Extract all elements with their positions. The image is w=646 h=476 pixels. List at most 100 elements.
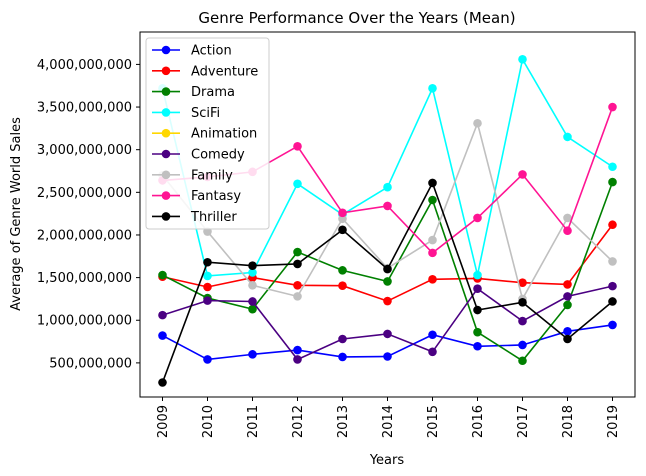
legend-item: Animation <box>152 127 257 142</box>
data-point <box>428 347 437 357</box>
y-tick-label: 4,000,000,000 <box>37 58 132 73</box>
data-point <box>338 281 347 291</box>
data-point <box>293 355 302 364</box>
data-point <box>473 341 482 351</box>
data-point <box>608 177 617 187</box>
series-adventure <box>158 220 617 306</box>
legend-marker <box>161 128 171 138</box>
series-thriller <box>158 178 617 387</box>
data-point <box>248 350 257 359</box>
y-tick-label: 1,000,000,000 <box>37 314 132 329</box>
data-point <box>518 54 527 64</box>
legend-item: SciFi <box>152 106 220 121</box>
legend: Action Adventure Drama SciFi Animation Comedy… <box>145 37 270 230</box>
data-point <box>293 280 302 290</box>
data-point <box>428 275 437 284</box>
legend-label: Comedy <box>191 148 245 163</box>
legend-marker <box>161 149 171 159</box>
data-point <box>608 220 617 230</box>
data-point <box>338 208 347 218</box>
legend-item: Comedy <box>152 148 245 163</box>
data-point <box>608 320 617 330</box>
data-point <box>383 296 392 306</box>
data-point <box>338 334 347 344</box>
y-tick-label: 3,000,000,000 <box>37 143 132 158</box>
data-point <box>608 257 617 266</box>
legend-item: Thriller <box>152 210 237 225</box>
data-point <box>563 280 572 289</box>
y-tick-label: 500,000,000 <box>49 356 132 371</box>
legend-marker <box>161 170 171 180</box>
data-point <box>473 213 482 223</box>
data-point <box>293 259 302 269</box>
data-point <box>248 268 257 277</box>
data-point <box>338 225 347 235</box>
data-point <box>338 352 347 362</box>
x-tick-label: 2009 <box>156 405 171 438</box>
legend-marker <box>161 108 171 117</box>
data-point <box>428 330 437 340</box>
x-tick-label: 2018 <box>561 405 576 438</box>
legend-marker <box>161 66 171 76</box>
legend-item: Adventure <box>152 64 258 79</box>
data-point <box>473 327 482 337</box>
data-point <box>428 178 437 188</box>
data-point <box>203 271 212 281</box>
legend-label: Action <box>191 44 232 59</box>
legend-label: Animation <box>191 127 257 142</box>
x-tick-label: 2011 <box>246 405 261 438</box>
data-point <box>428 248 437 258</box>
data-point <box>563 327 572 336</box>
legend-item: Fantasy <box>152 189 241 204</box>
data-point <box>248 297 257 306</box>
x-tick-label: 2014 <box>381 405 396 438</box>
x-tick-label: 2015 <box>426 405 441 438</box>
legend-item: Family <box>152 168 233 183</box>
legend-marker <box>161 87 171 96</box>
data-point <box>428 195 437 205</box>
data-point <box>338 214 347 224</box>
data-point <box>518 278 527 288</box>
data-point <box>203 282 212 292</box>
data-point <box>248 261 257 270</box>
legend-marker <box>161 212 171 221</box>
data-point <box>158 270 167 280</box>
x-tick-label: 2016 <box>471 405 486 438</box>
data-point <box>158 331 167 340</box>
data-point <box>428 83 437 93</box>
legend-label: Thriller <box>190 210 237 225</box>
x-tick-label: 2012 <box>291 405 306 438</box>
data-point <box>383 201 392 211</box>
data-point <box>608 297 617 306</box>
y-tick-label: 2,500,000,000 <box>37 186 132 201</box>
legend-marker <box>161 191 171 200</box>
data-point <box>563 213 572 223</box>
data-point <box>293 179 302 189</box>
series-line <box>162 224 614 302</box>
x-tick-label: 2017 <box>516 405 531 438</box>
data-point <box>383 352 392 361</box>
data-point <box>563 300 572 310</box>
data-point <box>293 292 302 301</box>
data-point <box>563 334 572 344</box>
y-tick-label: 2,000,000,000 <box>37 228 132 243</box>
legend-item: Drama <box>152 85 235 100</box>
x-tick-label: 2013 <box>336 405 351 438</box>
data-point <box>338 266 347 275</box>
data-point <box>383 264 392 274</box>
legend-label: Fantasy <box>191 189 241 204</box>
legend-label: SciFi <box>191 106 220 121</box>
data-point <box>428 235 437 245</box>
data-point <box>203 257 212 267</box>
legend-label: Adventure <box>191 64 258 79</box>
data-point <box>563 132 572 142</box>
data-point <box>518 340 527 350</box>
y-axis-label: Average of Genre World Sales <box>9 117 24 311</box>
data-point <box>158 378 167 387</box>
data-point <box>473 284 482 293</box>
legend-item: Action <box>152 44 232 59</box>
data-point <box>563 226 572 236</box>
data-point <box>473 118 482 128</box>
data-point <box>563 292 572 301</box>
